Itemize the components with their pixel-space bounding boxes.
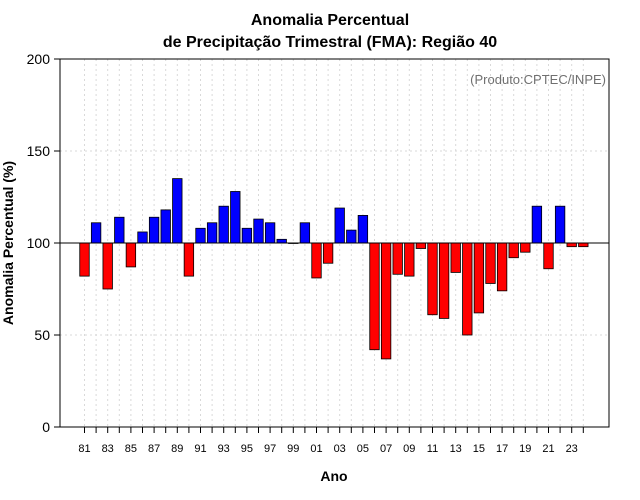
x-tick-label-03: 03 bbox=[334, 443, 346, 455]
bar-98: 98: 102 bbox=[276, 238, 287, 244]
x-tick-label-97: 97 bbox=[264, 443, 276, 455]
x-tick-label-95: 95 bbox=[241, 443, 253, 455]
x-tick-label-83: 83 bbox=[102, 443, 114, 455]
bar-09: 09: 82 bbox=[404, 242, 415, 277]
bar-08: 08: 83 bbox=[392, 242, 403, 275]
bar-16: 16: 78 bbox=[485, 242, 496, 284]
y-tick-label-50: 50 bbox=[34, 327, 50, 343]
bar-15: 15: 62 bbox=[473, 242, 485, 314]
bar-00: 00: 111 bbox=[299, 222, 311, 244]
x-tick-label-19: 19 bbox=[519, 443, 531, 455]
bar-81: 81: 82 bbox=[79, 242, 90, 277]
bar-13: 13: 84 bbox=[450, 242, 461, 273]
bar-95: 95: 108 bbox=[241, 227, 253, 244]
x-tick-label-99: 99 bbox=[287, 443, 299, 455]
x-tick-label-09: 09 bbox=[403, 443, 415, 455]
x-tick-label-11: 11 bbox=[427, 443, 438, 455]
x-tick-label-89: 89 bbox=[171, 443, 183, 455]
grid bbox=[60, 59, 609, 427]
bar-19: 19: 95 bbox=[520, 242, 531, 253]
x-tick-label-13: 13 bbox=[450, 443, 462, 455]
x-tick-label-91: 91 bbox=[194, 443, 206, 455]
bars: 81: 8282: 11183: 7584: 11485: 8786: 1068… bbox=[79, 178, 589, 360]
bar-11: 11: 61 bbox=[427, 242, 438, 316]
bar-89: 89: 135 bbox=[172, 178, 183, 244]
bar-05: 05: 115 bbox=[357, 214, 369, 244]
bar-92: 92: 111 bbox=[206, 222, 218, 244]
bar-87: 87: 114 bbox=[148, 216, 160, 244]
bar-18: 18: 92 bbox=[508, 242, 519, 259]
y-axis-title: Anomalia Percentual (%) bbox=[0, 161, 16, 325]
bar-83: 83: 75 bbox=[102, 242, 113, 290]
x-tick-label-01: 01 bbox=[310, 443, 322, 455]
x-tick-label-15: 15 bbox=[473, 443, 485, 455]
x-tick-label-23: 23 bbox=[566, 443, 578, 455]
bar-22: 22: 120 bbox=[554, 205, 566, 244]
y-tick-label-100: 100 bbox=[27, 235, 51, 251]
bar-20: 20: 120 bbox=[531, 205, 543, 244]
x-tick-label-81: 81 bbox=[78, 443, 90, 455]
x-axis: 81 83 85 87 89 91 93 95 97 99 01 03 05 07 09 11 13 15 17 19… bbox=[78, 427, 584, 455]
x-tick-label-17: 17 bbox=[496, 443, 508, 455]
bar-94: 94: 128 bbox=[230, 191, 241, 244]
y-tick-label-150: 150 bbox=[27, 143, 51, 159]
bar-07: 07: 37 bbox=[380, 242, 392, 360]
x-tick-label-93: 93 bbox=[218, 443, 230, 455]
x-tick-label-85: 85 bbox=[125, 443, 137, 455]
bar-91: 91: 108 bbox=[195, 227, 206, 244]
bar-23: 23: 98 bbox=[566, 242, 577, 248]
bar-14: 14: 50 bbox=[462, 242, 473, 336]
bar-88: 88: 118 bbox=[160, 209, 171, 244]
y-tick-label-0: 0 bbox=[42, 419, 50, 435]
y-axis: 0 50 100 150 200 bbox=[27, 51, 60, 435]
bar-85: 85: 87 bbox=[125, 242, 137, 268]
x-tick-label-07: 07 bbox=[380, 443, 392, 455]
bar-02: 02: 89 bbox=[322, 242, 334, 264]
x-axis-title: Ano bbox=[320, 468, 347, 484]
x-tick-label-05: 05 bbox=[357, 443, 369, 455]
credit-text: (Produto:CPTEC/INPE) bbox=[470, 72, 606, 87]
bar-21: 21: 86 bbox=[543, 242, 554, 270]
bar-24: 24: 98 bbox=[578, 242, 589, 248]
bar-82: 82: 111 bbox=[90, 222, 102, 244]
x-tick-label-21: 21 bbox=[542, 443, 554, 455]
bar-01: 01: 81 bbox=[311, 242, 322, 279]
x-tick-label-87: 87 bbox=[148, 443, 160, 455]
chart-title-line1: Anomalia Percentual bbox=[251, 12, 409, 29]
bar-10: 10: 97 bbox=[415, 242, 427, 249]
y-tick-label-200: 200 bbox=[27, 51, 51, 67]
bar-03: 03: 119 bbox=[334, 207, 345, 244]
bar-06: 06: 42 bbox=[369, 242, 380, 351]
bar-90: 90: 82 bbox=[183, 242, 195, 277]
bar-86: 86: 106 bbox=[137, 231, 148, 244]
chart-title-line2: de Precipitação Trimestral (FMA): Região… bbox=[163, 34, 497, 51]
bar-17: 17: 74 bbox=[496, 242, 508, 292]
bar-04: 04: 107 bbox=[346, 229, 357, 244]
bar-96: 96: 113 bbox=[253, 218, 264, 244]
bar-12: 12: 59 bbox=[438, 242, 450, 319]
bar-97: 97: 111 bbox=[264, 222, 276, 244]
bar-93: 93: 120 bbox=[218, 205, 229, 244]
bar-84: 84: 114 bbox=[114, 216, 125, 244]
